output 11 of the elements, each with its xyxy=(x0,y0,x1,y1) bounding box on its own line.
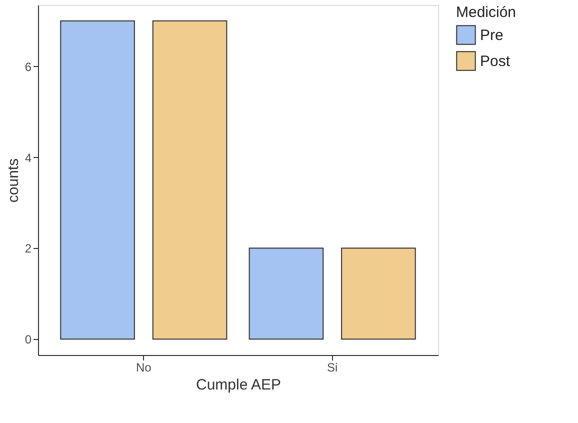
legend-title: Medición xyxy=(456,4,516,21)
y-tick-label: 4 xyxy=(24,150,32,165)
x-axis-title: Cumple AEP xyxy=(196,376,282,394)
y-axis-title: counts xyxy=(4,158,22,203)
y-tick-label: 0 xyxy=(24,332,32,347)
y-tick-label: 6 xyxy=(24,60,32,74)
legend-label: Pre xyxy=(480,27,504,44)
legend-label: Post xyxy=(480,53,511,70)
x-tick-label: Si xyxy=(327,360,338,374)
x-tick-label: No xyxy=(136,360,152,374)
y-tick-label: 2 xyxy=(24,242,32,256)
